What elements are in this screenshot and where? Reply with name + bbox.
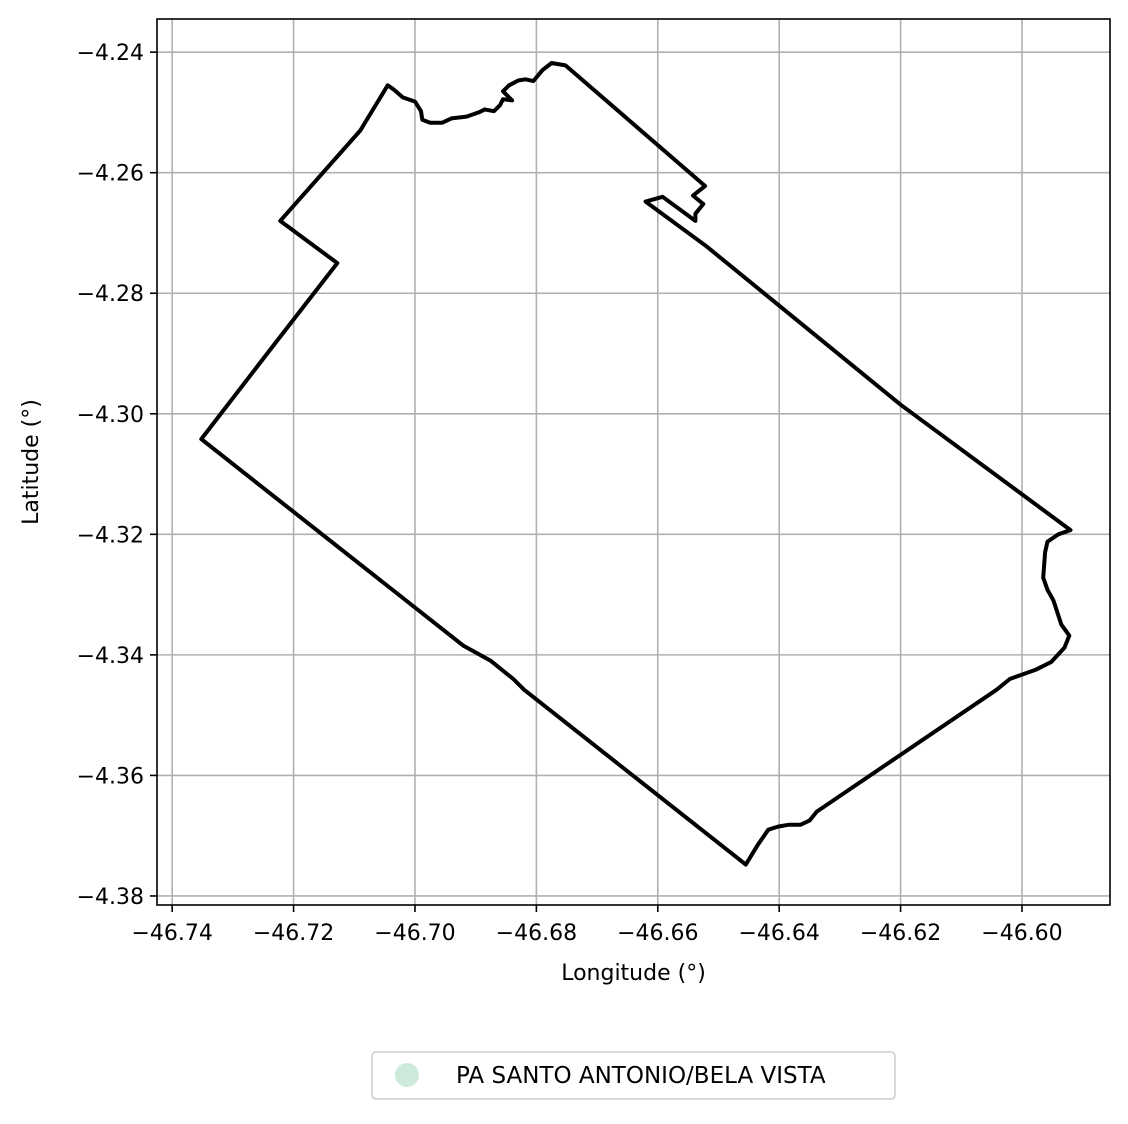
y-tick-label: −4.34 (77, 644, 144, 669)
x-tick-label: −46.68 (496, 921, 577, 946)
y-tick-label: −4.26 (77, 162, 144, 187)
x-tick-label: −46.70 (374, 921, 455, 946)
x-tick-label: −46.62 (860, 921, 941, 946)
y-tick-label: −4.38 (77, 885, 144, 910)
y-tick-label: −4.28 (77, 282, 144, 307)
y-axis-label: Latitude (°) (19, 399, 44, 525)
axis-ticks: −46.74 −46.72 −46.70 −46.68 −46.66 −46.64 −46.… (77, 41, 1063, 946)
x-tick-label: −46.60 (981, 921, 1062, 946)
legend: PA SANTO ANTONIO/BELA VISTA (371, 1051, 896, 1100)
y-tick-label: −4.36 (77, 764, 144, 789)
x-axis-label: Longitude (°) (561, 961, 706, 986)
grid-lines (157, 19, 1110, 905)
x-tick-label: −46.66 (617, 921, 698, 946)
y-tick-label: −4.24 (77, 41, 144, 66)
map-shapes (199, 61, 1073, 867)
y-tick-label: −4.32 (77, 523, 144, 548)
legend-box (371, 1051, 896, 1100)
x-tick-label: −46.64 (738, 921, 819, 946)
plot-frame (156, 18, 1111, 906)
x-tick-label: −46.74 (131, 921, 212, 946)
boundary-polygon (199, 61, 1073, 867)
y-tick-label: −4.30 (77, 403, 144, 428)
legend-marker (395, 1063, 419, 1087)
x-tick-label: −46.72 (253, 921, 334, 946)
legend-label: PA SANTO ANTONIO/BELA VISTA (456, 1063, 826, 1089)
